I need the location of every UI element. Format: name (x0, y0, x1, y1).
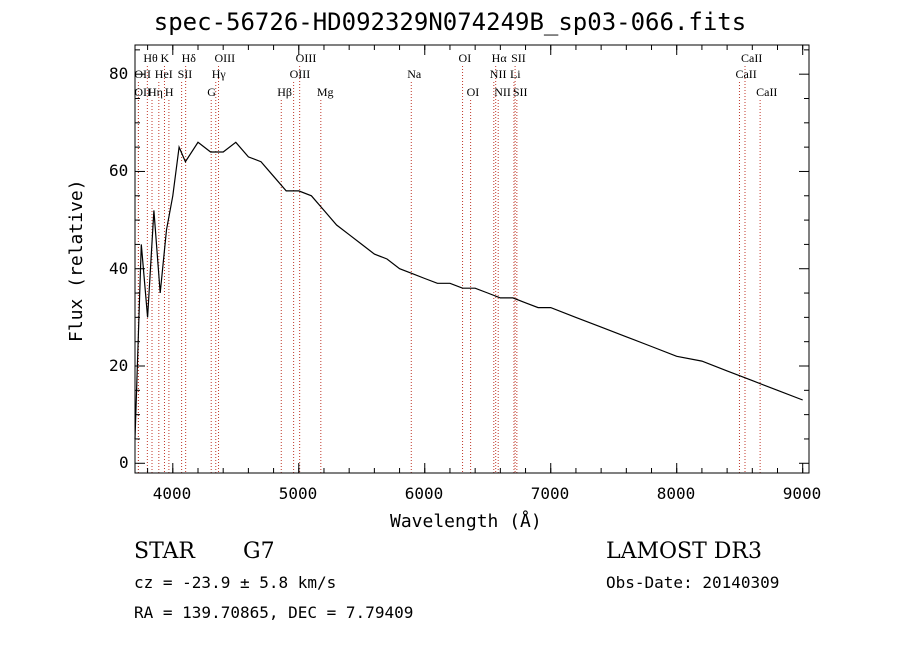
emission-line-label: NII (494, 85, 511, 99)
coordinates-label: RA = 139.70865, DEC = 7.79409 (134, 603, 414, 622)
emission-line-label: OII (134, 67, 152, 81)
emission-line-label: HeI (154, 67, 173, 81)
emission-line-label: CaII (756, 85, 778, 99)
survey-label: LAMOST DR3 (606, 539, 762, 564)
emission-line-label: Hα (491, 51, 507, 65)
redshift-label: cz = -23.9 ± 5.8 km/s (134, 573, 337, 592)
emission-line-label: SII (177, 67, 193, 81)
emission-line-label: Hδ (181, 51, 196, 65)
emission-line-label: Li (509, 67, 521, 81)
emission-line-label: OIII (214, 51, 236, 65)
x-tick-label: 9000 (782, 484, 822, 503)
emission-line-label: SII (511, 51, 526, 65)
y-axis-label: Flux (relative) (66, 179, 87, 342)
emission-line-label: Na (407, 67, 422, 81)
x-tick-label: 7000 (530, 484, 570, 503)
emission-line-label: G (207, 85, 216, 99)
x-tick-label: 8000 (656, 484, 696, 503)
emission-line-label: OI (458, 51, 472, 65)
y-tick-label: 0 (119, 453, 129, 473)
emission-line-label: NII (489, 67, 507, 81)
y-tick-label: 40 (109, 258, 129, 278)
emission-line-label: SII (512, 85, 528, 99)
axis-ticks (135, 45, 809, 473)
y-tick-label: 60 (109, 161, 129, 181)
plot-frame (134, 44, 810, 474)
emission-line-label: Hθ (143, 51, 158, 65)
emission-line-label: Hγ (211, 67, 226, 81)
x-tick-label: 6000 (404, 484, 444, 503)
emission-line-label: H (164, 85, 174, 99)
chart-title: spec-56726-HD092329N074249B_sp03-066.fit… (153, 8, 747, 36)
x-tick-label: 5000 (278, 484, 318, 503)
emission-line-label: CaII (741, 51, 763, 65)
emission-line-label: OI (466, 85, 480, 99)
emission-line-label: CaII (735, 67, 757, 81)
emission-line-label: Hβ (277, 85, 293, 99)
x-axis-label: Wavelength (Å) (390, 511, 542, 532)
emission-line-markers (137, 66, 761, 473)
x-tick-label: 4000 (152, 484, 192, 503)
y-tick-label: 80 (109, 64, 129, 84)
spectrum-line (134, 141, 803, 440)
emission-line-label: K (160, 51, 170, 65)
obs-date-label: Obs-Date: 20140309 (606, 573, 780, 592)
emission-line-label: OIII (289, 67, 311, 81)
y-tick-label: 20 (109, 356, 129, 375)
emission-line-label: OII (134, 85, 152, 99)
object-subclass: G7 (243, 539, 275, 564)
emission-line-label: Hη (148, 85, 163, 99)
emission-line-label: Mg (316, 85, 334, 99)
object-class: STAR (134, 539, 195, 564)
emission-line-label: OIII (295, 51, 317, 65)
